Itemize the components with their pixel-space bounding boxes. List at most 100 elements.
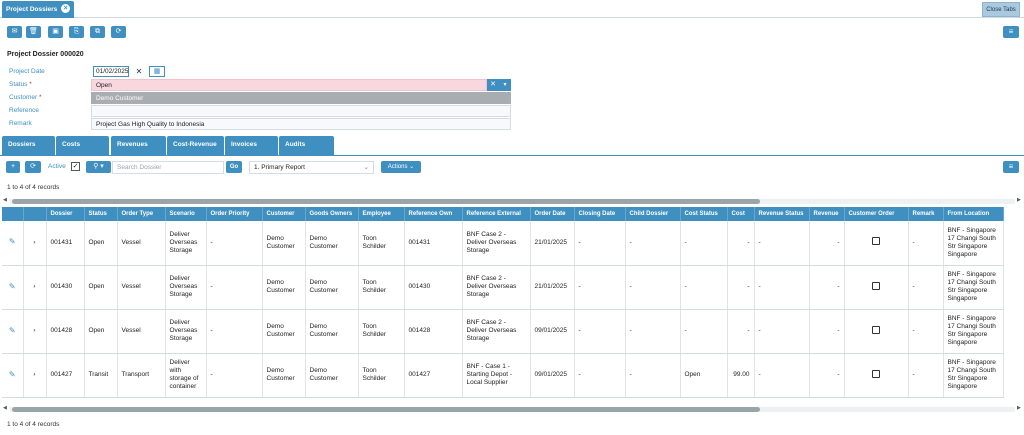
- clear-status-icon[interactable]: ✕: [487, 79, 499, 91]
- trash-icon[interactable]: 🗑: [26, 26, 41, 38]
- column-header-revenue-status[interactable]: Revenue Status: [754, 207, 810, 221]
- scroll-right-icon[interactable]: ▶: [1017, 197, 1021, 203]
- menu-icon[interactable]: ≡: [1003, 26, 1019, 38]
- table-row[interactable]: ✎ › 001428 Open Vessel Deliver Overseas Stora…: [2, 309, 1004, 354]
- email-icon[interactable]: ✉: [7, 26, 22, 38]
- close-tabs-button[interactable]: Close Tabs: [982, 2, 1020, 17]
- cell-status: Open: [84, 265, 118, 310]
- tab-dossiers[interactable]: Dossiers: [2, 136, 55, 155]
- status-field[interactable]: Open: [91, 79, 487, 91]
- search-input[interactable]: Search Dossier: [112, 161, 224, 174]
- tab-audits[interactable]: Audits: [279, 136, 334, 155]
- cell-status: Open: [84, 309, 118, 354]
- chevron-right-icon[interactable]: ›: [33, 371, 36, 378]
- cell-reference-own: 001428: [404, 309, 463, 354]
- actions-button[interactable]: Actions ⌄: [381, 161, 421, 173]
- cell-cost-status: -: [680, 265, 728, 310]
- scroll-right-icon[interactable]: ▶: [1017, 405, 1021, 411]
- tab-cost-revenue[interactable]: Cost-Revenue: [167, 136, 224, 155]
- tab-costs[interactable]: Costs: [56, 136, 109, 155]
- column-header-goods-owners[interactable]: Goods Owners: [305, 207, 359, 221]
- cell-goods-owners: Demo Customer: [305, 265, 359, 310]
- column-header-dossier[interactable]: Dossier: [46, 207, 85, 221]
- close-tab-icon[interactable]: ×: [61, 4, 70, 13]
- column-header-scenario[interactable]: Scenario: [165, 207, 207, 221]
- column-header-cost-status[interactable]: Cost Status: [680, 207, 728, 221]
- cell-goods-owners: Demo Customer: [305, 221, 359, 266]
- chevron-right-icon[interactable]: ›: [33, 238, 36, 246]
- column-header-customer[interactable]: Customer: [262, 207, 306, 221]
- refresh-icon[interactable]: ⟳: [111, 26, 126, 38]
- cell-scenario: Deliver with storage of container: [165, 353, 207, 398]
- tab-project-dossiers[interactable]: Project Dossiers ×: [2, 1, 74, 18]
- column-header-cost[interactable]: Cost: [727, 207, 755, 221]
- column-header-child-dossier[interactable]: Child Dossier: [625, 207, 681, 221]
- calendar-icon[interactable]: ▦: [149, 66, 165, 77]
- edit-icon[interactable]: ✎: [8, 325, 16, 335]
- cell-cost-status: -: [680, 221, 728, 266]
- column-header-reference-external[interactable]: Reference External: [462, 207, 531, 221]
- records-count-bottom: 1 to 4 of 4 records: [7, 421, 60, 428]
- clear-date-icon[interactable]: ✕: [135, 67, 143, 76]
- customer-field[interactable]: Demo Customer: [91, 92, 511, 104]
- cell-revenue: -: [809, 309, 845, 354]
- column-header-order-priority[interactable]: Order Priority: [206, 207, 263, 221]
- tab-bar: [0, 0, 1024, 18]
- scrollbar-thumb[interactable]: [12, 407, 760, 412]
- reference-label: Reference: [9, 107, 39, 114]
- column-header-remark[interactable]: Remark: [908, 207, 944, 221]
- save-icon[interactable]: ▣: [48, 26, 63, 38]
- project-date-input[interactable]: 01/02/2025: [93, 66, 129, 77]
- records-count-top: 1 to 4 of 4 records: [7, 184, 60, 191]
- add-icon[interactable]: +: [6, 161, 20, 173]
- cell-reference-own: 001427: [404, 353, 463, 398]
- table-row[interactable]: ✎ › 001430 Open Vessel Deliver Overseas Stora…: [2, 265, 1004, 310]
- save-as-icon[interactable]: ⎘: [69, 26, 84, 38]
- chevron-right-icon[interactable]: ›: [33, 327, 36, 334]
- customer-order-checkbox[interactable]: [872, 281, 880, 290]
- expand-cell: ›: [23, 221, 47, 266]
- column-header-status[interactable]: Status: [84, 207, 118, 221]
- customer-order-checkbox[interactable]: [872, 237, 880, 246]
- scroll-left-icon[interactable]: ◀: [3, 405, 7, 411]
- column-header-from-location[interactable]: From Location: [943, 207, 1004, 221]
- cell-revenue: -: [809, 221, 845, 266]
- table-row[interactable]: ✎ › 001427 Transit Transport Deliver with sto…: [2, 353, 1004, 398]
- cell-reference-own: 001431: [404, 221, 463, 266]
- chevron-right-icon[interactable]: ›: [33, 283, 36, 290]
- go-button[interactable]: Go: [226, 161, 242, 173]
- tab-invoices[interactable]: Invoices: [225, 136, 278, 155]
- edit-icon[interactable]: ✎: [8, 369, 16, 379]
- cell-reference-external: BNF - Case 1 - Starting Depot - Local Su…: [462, 353, 531, 398]
- active-checkbox[interactable]: ✓: [71, 162, 80, 171]
- cell-cost: -: [727, 265, 755, 310]
- column-header-order-type[interactable]: Order Type: [117, 207, 166, 221]
- cell-dossier: 001428: [46, 309, 85, 354]
- column-header-customer-order[interactable]: Customer Order: [844, 207, 909, 221]
- cell-employee: Toon Schilder: [358, 265, 405, 310]
- edit-icon[interactable]: ✎: [8, 281, 16, 291]
- report-select[interactable]: 1. Primary Report ⌄: [249, 161, 374, 174]
- chevron-down-icon[interactable]: ▾: [499, 79, 511, 91]
- column-header-order-date[interactable]: Order Date: [530, 207, 575, 221]
- reference-field[interactable]: [91, 105, 511, 117]
- table-row[interactable]: ✎ › 001431 Open Vessel Deliver Overseas Stora…: [2, 221, 1004, 266]
- column-header-employee[interactable]: Employee: [358, 207, 405, 221]
- tab-revenues[interactable]: Revenues: [111, 136, 166, 155]
- column-header-closing-date[interactable]: Closing Date: [574, 207, 626, 221]
- actions-label: Actions: [387, 164, 408, 170]
- list-refresh-icon[interactable]: ⟳: [25, 161, 41, 173]
- column-header-reference-own[interactable]: Reference Own: [404, 207, 463, 221]
- scrollbar-thumb[interactable]: [12, 199, 760, 204]
- search-icon[interactable]: ⚲ ▾: [86, 161, 111, 173]
- copy-icon[interactable]: ⧉: [90, 26, 105, 38]
- remark-field[interactable]: Project Gas High Quality to Indonesia: [91, 118, 511, 130]
- column-header-revenue[interactable]: Revenue: [809, 207, 845, 221]
- edit-icon[interactable]: ✎: [8, 237, 16, 247]
- list-menu-icon[interactable]: ≡: [1003, 161, 1019, 173]
- scroll-left-icon[interactable]: ◀: [3, 197, 7, 203]
- customer-order-checkbox[interactable]: [872, 325, 880, 334]
- cell-child-dossier: -: [625, 309, 681, 354]
- customer-order-checkbox[interactable]: [872, 369, 880, 378]
- cell-cost: 99.00: [727, 353, 755, 398]
